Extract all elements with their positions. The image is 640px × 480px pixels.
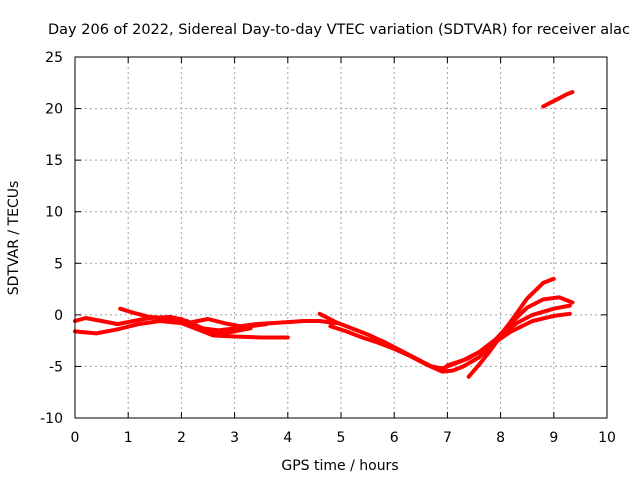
y-tick-label: -10 <box>40 411 63 427</box>
chart-title: Day 206 of 2022, Sidereal Day-to-day VTE… <box>48 22 630 38</box>
satellite-track-8 <box>466 303 572 379</box>
x-tick-label: 8 <box>496 430 505 446</box>
y-tick-label: 0 <box>54 308 63 324</box>
x-tick-label: 10 <box>598 430 616 446</box>
y-tick-labels: -10 -5 0 5 10 15 20 25 <box>40 50 63 427</box>
axis-ticks <box>74 56 608 419</box>
satellite-track-7 <box>445 295 575 368</box>
x-axis-label: GPS time / hours <box>281 458 398 474</box>
y-tick-label: 10 <box>45 205 63 221</box>
y-tick-label: 25 <box>45 50 63 66</box>
grid-lines <box>75 57 607 418</box>
x-tick-label: 7 <box>443 430 452 446</box>
x-tick-label: 5 <box>337 430 346 446</box>
x-tick-label: 4 <box>283 430 292 446</box>
x-tick-labels: 0 1 2 3 4 5 6 7 8 9 10 <box>71 430 616 446</box>
x-tick-label: 0 <box>71 430 80 446</box>
x-tick-label: 1 <box>124 430 133 446</box>
satellite-track-1 <box>73 319 290 340</box>
x-tick-label: 2 <box>177 430 186 446</box>
x-tick-label: 6 <box>390 430 399 446</box>
x-tick-label: 9 <box>549 430 558 446</box>
satellite-track-9 <box>541 90 575 109</box>
y-tick-label: 5 <box>54 256 63 272</box>
data-series <box>73 90 575 379</box>
y-tick-label: 20 <box>45 102 63 118</box>
y-tick-label: -5 <box>49 359 63 375</box>
y-axis-label: SDTVAR / TECUs <box>6 181 22 296</box>
y-tick-label: 15 <box>45 153 63 169</box>
satellite-track-6 <box>328 276 556 374</box>
satellite-track-4 <box>190 317 338 329</box>
x-tick-label: 3 <box>230 430 239 446</box>
satellite-track-3 <box>118 306 253 336</box>
